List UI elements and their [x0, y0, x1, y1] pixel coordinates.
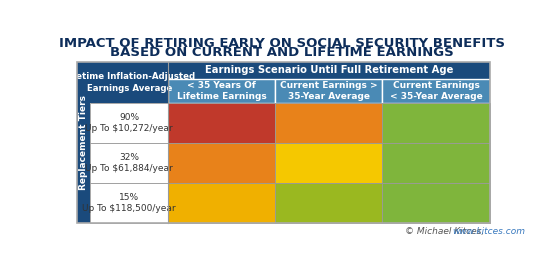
Text: Current Earnings >
35-Year Average: Current Earnings > 35-Year Average	[280, 81, 378, 101]
Text: Earnings Scenario Until Full Retirement Age: Earnings Scenario Until Full Retirement …	[205, 65, 453, 75]
Bar	[275, 103, 382, 143]
Bar	[168, 143, 275, 183]
Bar	[382, 79, 490, 103]
Bar	[168, 183, 275, 223]
Bar	[90, 143, 168, 183]
Text: IMPACT OF RETIRING EARLY ON SOCIAL SECURITY BENEFITS: IMPACT OF RETIRING EARLY ON SOCIAL SECUR…	[59, 37, 505, 50]
Bar	[90, 183, 168, 223]
Bar	[382, 183, 490, 223]
Bar	[382, 103, 490, 143]
Bar	[168, 103, 275, 143]
Text: < 35 Years Of
Lifetime Earnings: < 35 Years Of Lifetime Earnings	[177, 81, 266, 101]
Bar	[76, 62, 90, 223]
Bar	[168, 79, 275, 103]
Bar	[168, 62, 490, 79]
Text: Replacement Tiers: Replacement Tiers	[79, 95, 88, 190]
Text: 32%
Up To $61,884/year: 32% Up To $61,884/year	[85, 153, 173, 173]
Bar	[90, 103, 168, 143]
Bar	[275, 143, 382, 183]
Bar	[275, 183, 382, 223]
Bar	[76, 62, 490, 223]
Text: Lifetime Inflation-Adjusted
Earnings Average: Lifetime Inflation-Adjusted Earnings Ave…	[64, 72, 195, 93]
Text: © Michael Kitces,: © Michael Kitces,	[405, 227, 487, 235]
Text: www.kitces.com: www.kitces.com	[453, 227, 526, 235]
Text: 15%
Up To $118,500/year: 15% Up To $118,500/year	[82, 193, 176, 213]
Bar	[382, 143, 490, 183]
Text: BASED ON CURRENT AND LIFETIME EARNINGS: BASED ON CURRENT AND LIFETIME EARNINGS	[110, 46, 454, 59]
Text: Current Earnings
< 35-Year Average: Current Earnings < 35-Year Average	[389, 81, 482, 101]
Bar	[90, 62, 168, 103]
Text: 90%
Up To $10,272/year: 90% Up To $10,272/year	[85, 113, 173, 133]
Bar	[275, 79, 382, 103]
